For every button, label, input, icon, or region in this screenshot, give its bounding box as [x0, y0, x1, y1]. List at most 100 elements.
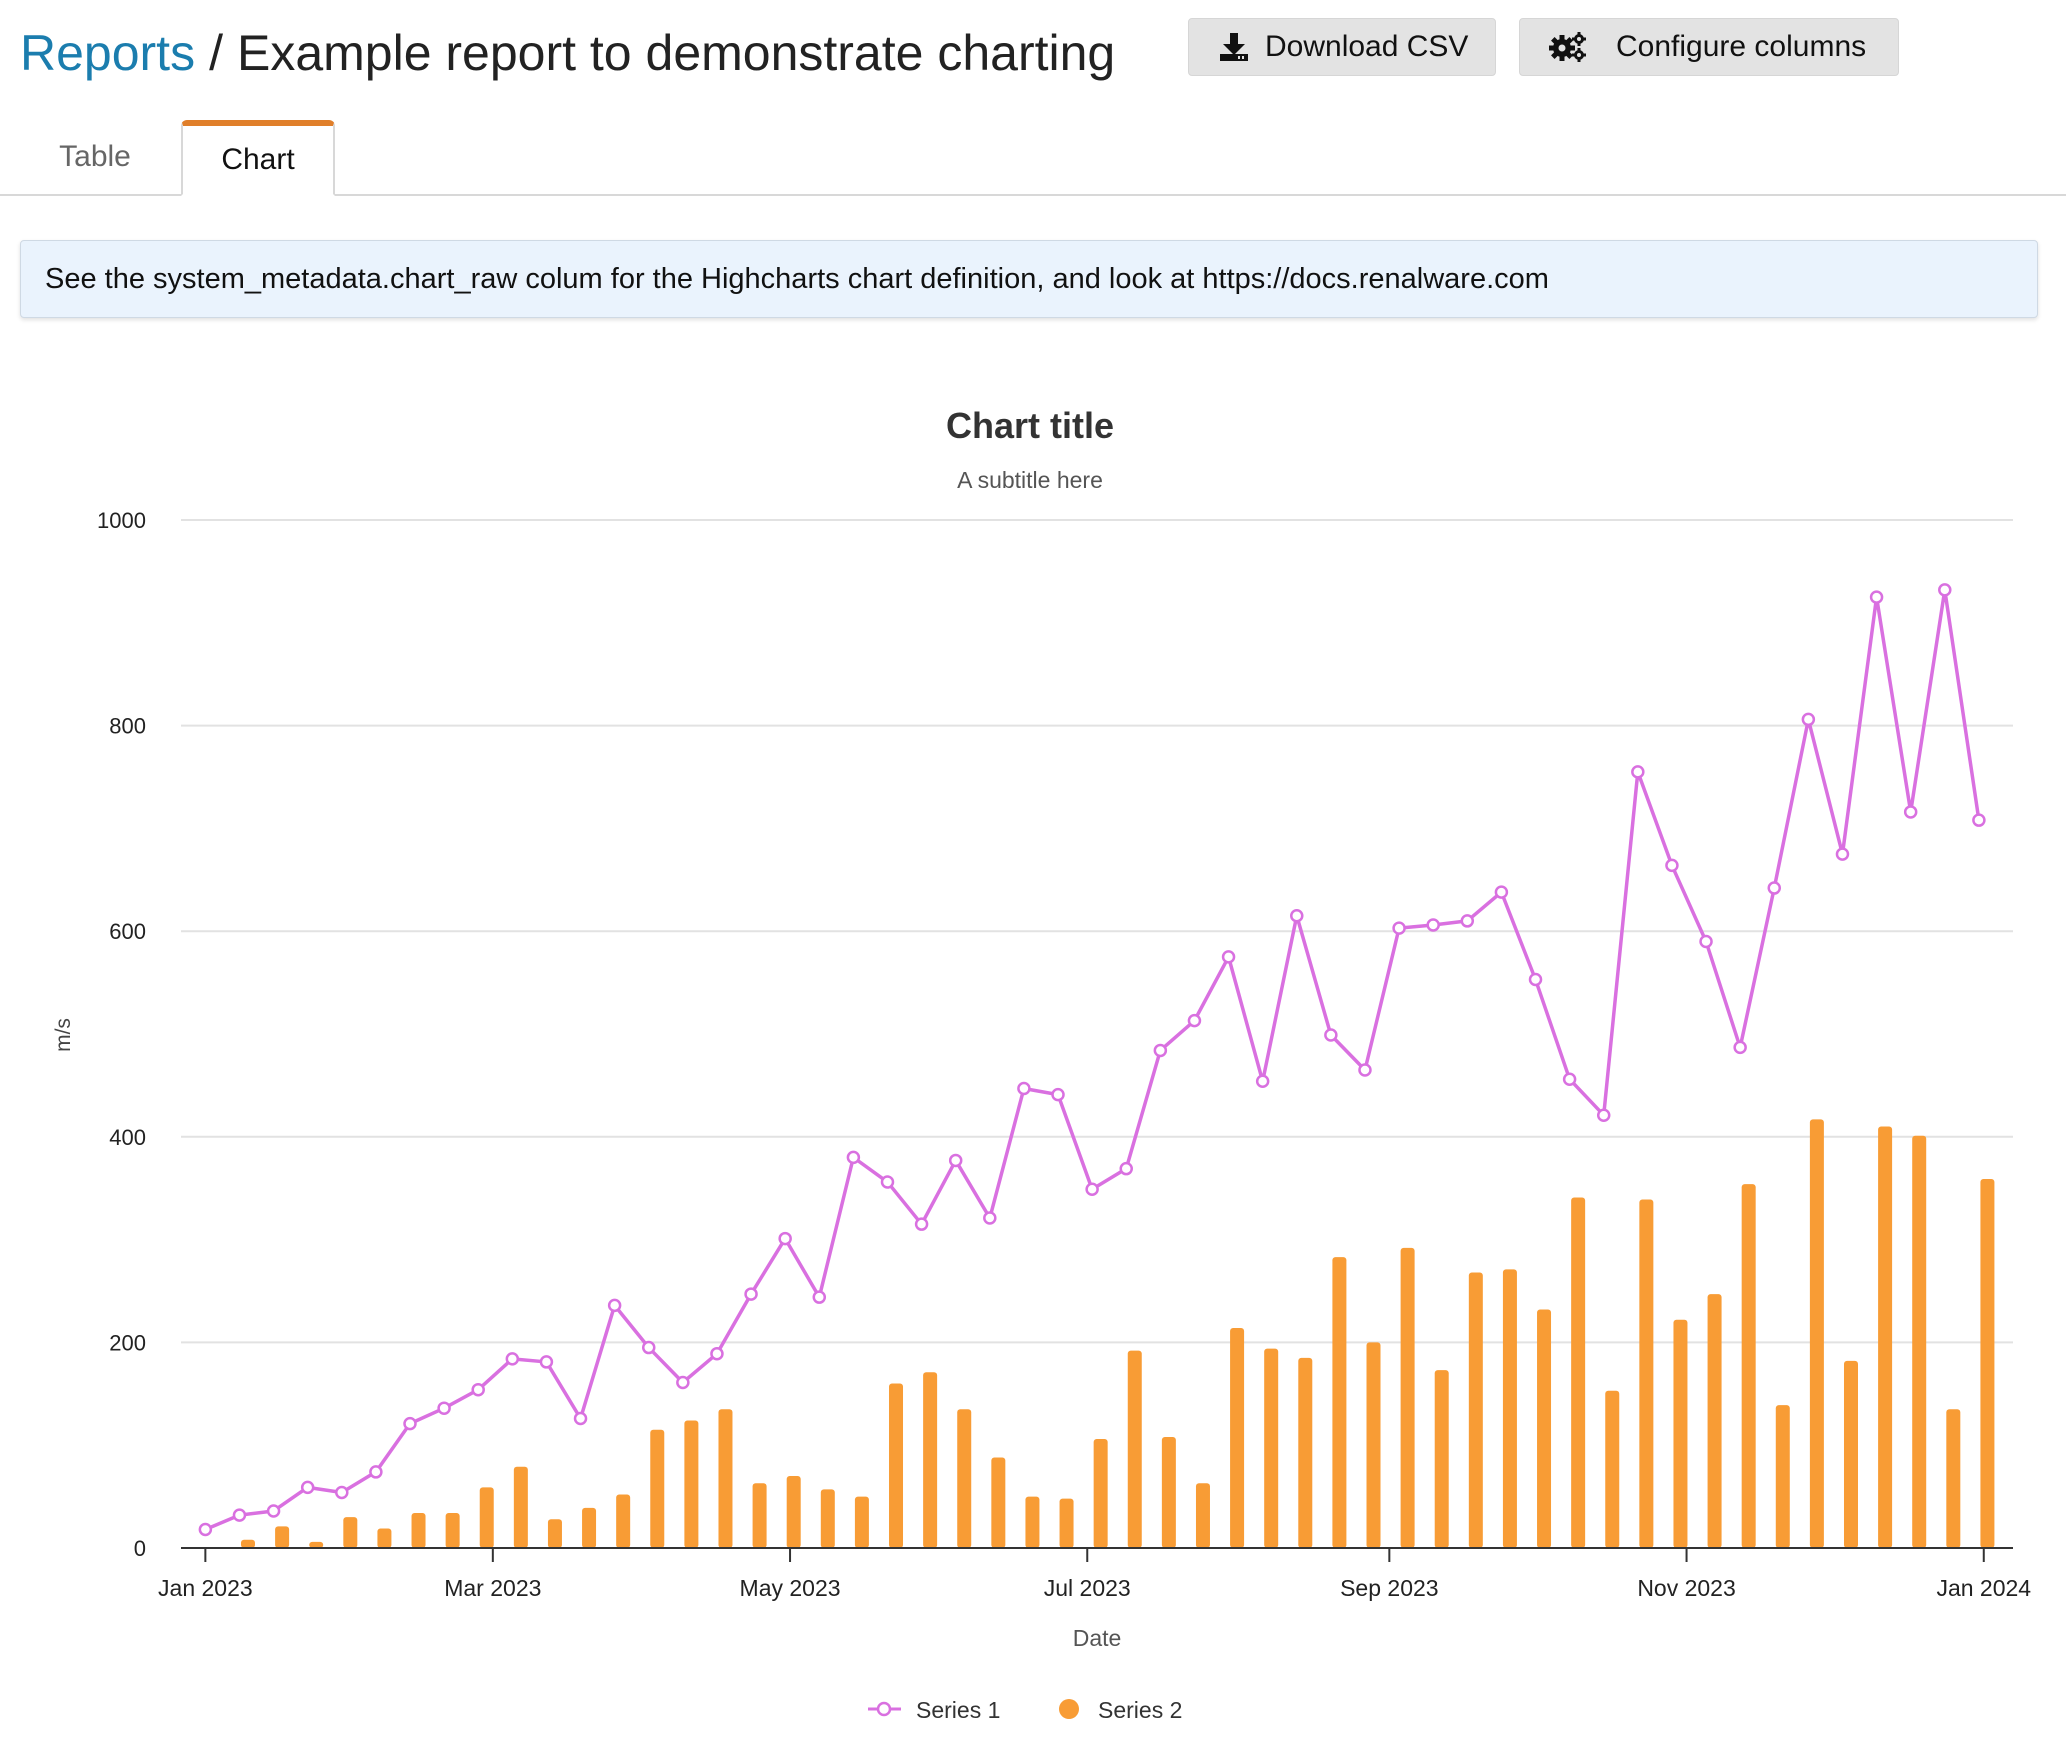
y-tick-label: 1000: [97, 508, 146, 533]
series-1-point: [948, 1153, 963, 1168]
series-2-bar: [820, 1489, 835, 1548]
series-1-point: [1903, 805, 1918, 819]
series-1-point: [1528, 972, 1543, 987]
series-2-columns: [206, 1119, 1995, 1548]
series-1-point: [573, 1411, 588, 1426]
series-1-point: [1631, 765, 1645, 779]
legend-series-1-label: Series 1: [916, 1697, 1000, 1723]
series-1-point: [778, 1231, 792, 1246]
series-1-point: [1392, 921, 1406, 935]
series-2-bar: [1946, 1409, 1961, 1548]
series-2-bar: [1195, 1483, 1210, 1548]
legend-series-2-label: Series 2: [1098, 1697, 1182, 1723]
configure-columns-button[interactable]: Configure columns: [1519, 18, 1899, 76]
series-2-bar: [1741, 1184, 1756, 1548]
series-2-bar: [1400, 1247, 1415, 1548]
series-2-bar: [411, 1513, 426, 1548]
series-2-bar: [1502, 1269, 1517, 1548]
series-1-point: [676, 1375, 690, 1390]
y-axis-ticks: 0 200 400 600 800 1000: [97, 508, 146, 1561]
series-1-point: [1221, 950, 1236, 964]
y-tick-label: 0: [134, 1536, 146, 1561]
series-1-point: [880, 1175, 895, 1189]
series-2-bar: [1912, 1135, 1927, 1548]
series-2-bar: [1605, 1390, 1620, 1548]
series-2-bar: [1468, 1272, 1483, 1548]
series-1-point: [1835, 847, 1850, 861]
series-2-bar: [1332, 1257, 1347, 1548]
series-1-point: [1324, 1028, 1338, 1042]
series-1-point: [539, 1355, 554, 1369]
x-axis-label: Date: [1073, 1625, 1122, 1651]
breadcrumb-reports-link[interactable]: Reports: [20, 25, 196, 81]
series-1-point: [641, 1340, 656, 1355]
x-tick-label: Jan 2024: [1936, 1575, 2031, 1601]
series-2-bar: [547, 1519, 562, 1548]
series-1-point: [1733, 1040, 1747, 1055]
series-1-point: [1699, 934, 1713, 949]
x-axis: Jan 2023 Mar 2023 May 2023 Jul 2023 Sep 2023…: [158, 1547, 2031, 1601]
tab-chart[interactable]: Chart: [181, 120, 335, 196]
legend-series-1[interactable]: Series 1: [868, 1697, 1000, 1723]
series-2-bar: [343, 1517, 358, 1548]
y-tick-label: 400: [109, 1125, 146, 1150]
series-1-point: [335, 1485, 349, 1500]
series-2-bar: [275, 1526, 290, 1548]
x-tick-label: May 2023: [740, 1575, 841, 1601]
x-tick-label: Nov 2023: [1637, 1575, 1735, 1601]
series-2-bar: [445, 1513, 460, 1548]
series-1-point: [1051, 1087, 1065, 1102]
series-2-bar: [1059, 1498, 1074, 1548]
series-1-point: [1460, 914, 1475, 928]
series-2-bar: [991, 1457, 1006, 1548]
download-csv-label: Download CSV: [1265, 30, 1469, 63]
series-2-bar: [1161, 1436, 1176, 1548]
series-1-point: [505, 1352, 520, 1366]
series-1-point: [1153, 1043, 1168, 1058]
series-2-bar: [377, 1528, 392, 1548]
download-csv-button[interactable]: Download CSV: [1188, 18, 1496, 76]
series-1-point: [1938, 583, 1952, 597]
tab-table[interactable]: Table: [59, 140, 131, 173]
series-2-bar: [1980, 1178, 1995, 1548]
y-tick-label: 800: [109, 714, 146, 739]
chart-title: Chart title: [946, 405, 1114, 446]
series-2-bar: [786, 1476, 801, 1548]
series-1-point: [1187, 1013, 1202, 1028]
series-2-bar: [684, 1420, 699, 1548]
series-2-bar: [479, 1487, 494, 1548]
series-2-bar: [1434, 1370, 1449, 1548]
x-tick-label: Sep 2023: [1340, 1575, 1438, 1601]
series-1-point: [1085, 1182, 1099, 1196]
series-2-bar: [1843, 1360, 1858, 1548]
legend: Series 1 Series 2: [868, 1697, 1182, 1723]
series-2-bar: [650, 1429, 665, 1548]
series-2-bar: [923, 1372, 938, 1548]
series-1-point: [1665, 858, 1679, 873]
series-2-bar: [854, 1496, 869, 1548]
series-2-bar: [1571, 1197, 1586, 1548]
series-1-point: [369, 1465, 383, 1479]
series-2-bar: [889, 1383, 904, 1548]
series-1-point: [1119, 1161, 1133, 1176]
series-1-point: [232, 1508, 247, 1522]
breadcrumb-separator: /: [209, 25, 223, 81]
series-1-point: [1494, 885, 1509, 899]
legend-series-1-marker-icon: [876, 1701, 892, 1717]
series-2-bar: [1298, 1357, 1313, 1548]
series-1-point: [914, 1217, 929, 1231]
series-2-bar: [1230, 1328, 1245, 1548]
series-2-bar: [1639, 1199, 1654, 1548]
series-2-bar: [1537, 1309, 1552, 1548]
series-2-bar: [1025, 1496, 1040, 1548]
series-2-bar: [513, 1466, 528, 1548]
legend-series-2[interactable]: Series 2: [1059, 1697, 1182, 1723]
series-2-bar: [1673, 1319, 1688, 1548]
series-1-point: [607, 1298, 622, 1313]
series-1-point: [1562, 1072, 1577, 1086]
series-2-bar: [1809, 1119, 1824, 1548]
series-1-point: [266, 1504, 281, 1518]
series-1-point: [198, 1522, 213, 1537]
series-1-point: [1358, 1063, 1372, 1077]
series-2-bar: [309, 1541, 324, 1548]
